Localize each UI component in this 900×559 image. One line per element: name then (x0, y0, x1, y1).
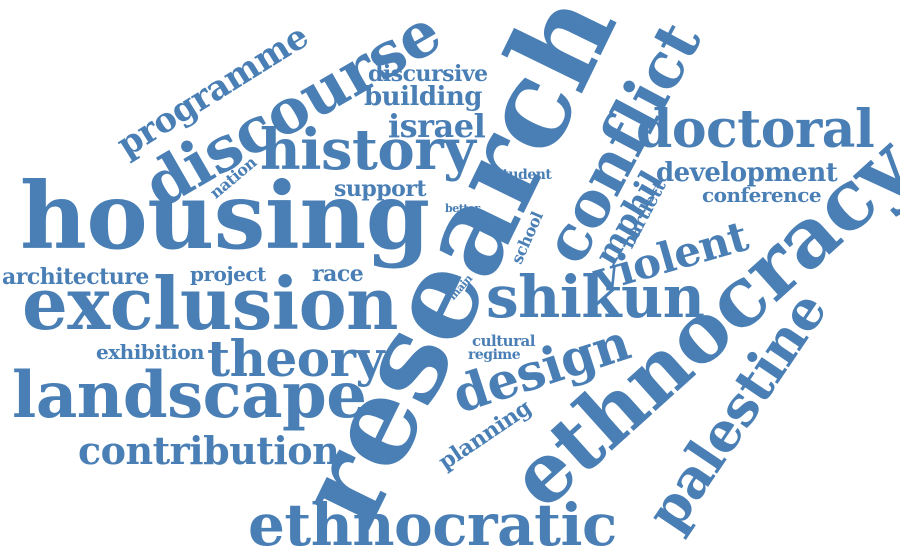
word-contribution: contribution (78, 428, 340, 473)
word-landscape: landscape (12, 358, 367, 433)
word-support: support (334, 176, 427, 202)
word-doctoral: doctoral (636, 99, 875, 160)
word-discursive: discursive (368, 61, 488, 87)
word-exhibition: exhibition (96, 340, 205, 364)
word-cultural: cultural (472, 332, 535, 350)
word-theory: theory (207, 329, 385, 388)
word-israel: israel (388, 107, 486, 145)
word-project: project (190, 262, 266, 286)
word-housing: housing (20, 162, 430, 270)
word-building: building (364, 82, 482, 112)
word-student: student (495, 167, 552, 183)
word-development: development (656, 158, 838, 188)
word-better: better (445, 202, 480, 215)
word-race: race (312, 261, 364, 287)
word-conference: conference (702, 183, 822, 207)
word-ethnocratic: ethnocratic (248, 491, 617, 559)
word-shikun: shikun (486, 263, 705, 331)
word-history: history (260, 117, 476, 183)
word-regime: regime (468, 347, 521, 363)
word-architecture: architecture (2, 264, 149, 290)
word-exclusion: exclusion (22, 261, 399, 346)
